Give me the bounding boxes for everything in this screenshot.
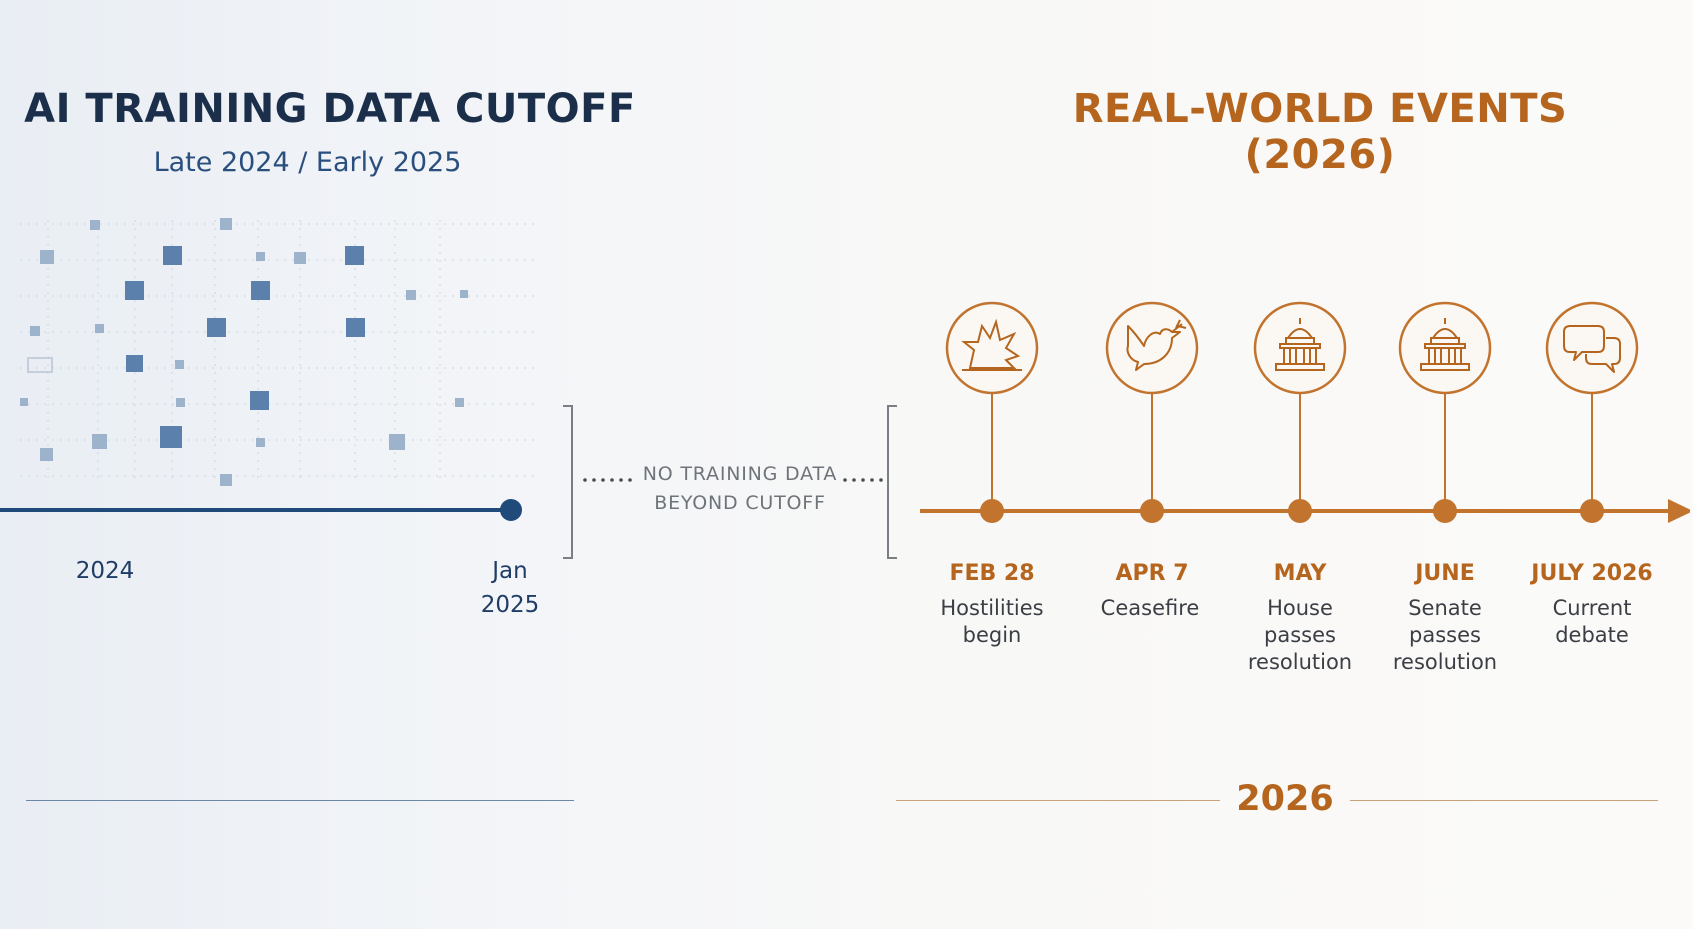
data-grid-graphic: [20, 218, 540, 486]
event-marker-july2026: [1545, 301, 1639, 523]
right-panel-title: REAL-WORLD EVENTS (2026): [1072, 86, 1568, 178]
timeline-end-label-line1: Jan: [492, 558, 528, 584]
event-date-july2026: JULY 2026: [1531, 561, 1653, 586]
cutoff-marker: [500, 499, 522, 521]
event-desc-line: Hostilities: [940, 596, 1044, 620]
event-desc-line: resolution: [1247, 650, 1353, 674]
event-desc-line: Senate: [1408, 596, 1482, 620]
event-desc-line: Ceasefire: [1100, 596, 1200, 620]
speech-bubbles-icon: [1563, 325, 1621, 373]
explosion-icon: [961, 318, 1022, 371]
right-divider-right: [1350, 800, 1658, 801]
capitol-icon: [1275, 318, 1325, 371]
right-divider-left: [896, 800, 1220, 801]
gap-label: NO TRAINING DATA BEYOND CUTOFF: [630, 460, 850, 518]
event-desc-line: debate: [1555, 623, 1629, 647]
dove-icon: [1126, 319, 1187, 371]
event-desc-line: Current: [1552, 596, 1632, 620]
event-marker-may: [1253, 301, 1347, 523]
capitol-icon: [1420, 318, 1470, 371]
event-desc-july2026: Current debate: [1512, 595, 1672, 649]
event-desc-line: passes: [1409, 623, 1481, 647]
event-desc-may: House passes resolution: [1220, 595, 1380, 676]
timeline-end-label-line2: 2025: [480, 592, 540, 618]
event-date-feb28: FEB 28: [949, 561, 1035, 586]
gap-label-line1: NO TRAINING DATA: [642, 463, 838, 485]
gap-brackets: [563, 405, 897, 559]
event-desc-apr7: Ceasefire: [1070, 595, 1230, 622]
right-timeline: [920, 301, 1690, 523]
left-timeline: [0, 499, 522, 521]
event-desc-june: Senate passes resolution: [1365, 595, 1525, 676]
event-date-may: MAY: [1273, 561, 1327, 586]
event-marker-feb28: [945, 301, 1039, 523]
event-desc-line: begin: [962, 623, 1022, 647]
left-divider: [26, 800, 574, 801]
event-desc-line: House: [1267, 596, 1333, 620]
year-label: 2026: [1236, 779, 1334, 819]
event-date-june: JUNE: [1415, 561, 1475, 586]
left-panel-subtitle: Late 2024 / Early 2025: [153, 147, 462, 178]
timeline-arrowhead: [1668, 499, 1690, 523]
event-desc-line: passes: [1264, 623, 1336, 647]
timeline-start-label: 2024: [75, 558, 135, 584]
event-marker-apr7: [1105, 301, 1199, 523]
gap-label-line2: BEYOND CUTOFF: [654, 492, 826, 514]
event-desc-feb28: Hostilities begin: [912, 595, 1072, 649]
event-desc-line: resolution: [1392, 650, 1498, 674]
event-date-apr7: APR 7: [1115, 561, 1189, 586]
event-marker-june: [1398, 301, 1492, 523]
left-panel-title: AI TRAINING DATA CUTOFF: [24, 86, 636, 132]
